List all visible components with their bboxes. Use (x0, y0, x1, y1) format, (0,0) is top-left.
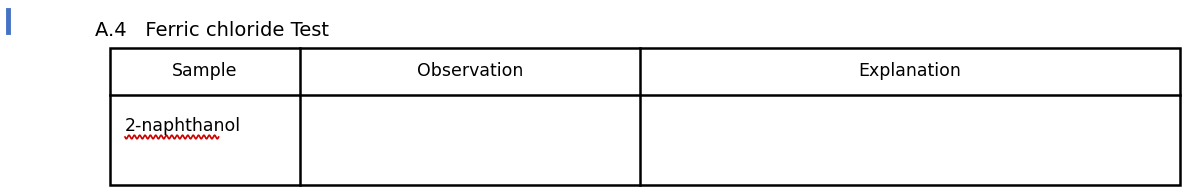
Text: 2-naphthanol: 2-naphthanol (125, 117, 241, 135)
Bar (110, 48, 1180, 185)
Text: A.4   Ferric chloride Test: A.4 Ferric chloride Test (95, 21, 329, 40)
Text: Explanation: Explanation (858, 63, 961, 80)
Text: Observation: Observation (416, 63, 523, 80)
Text: Sample: Sample (173, 63, 238, 80)
